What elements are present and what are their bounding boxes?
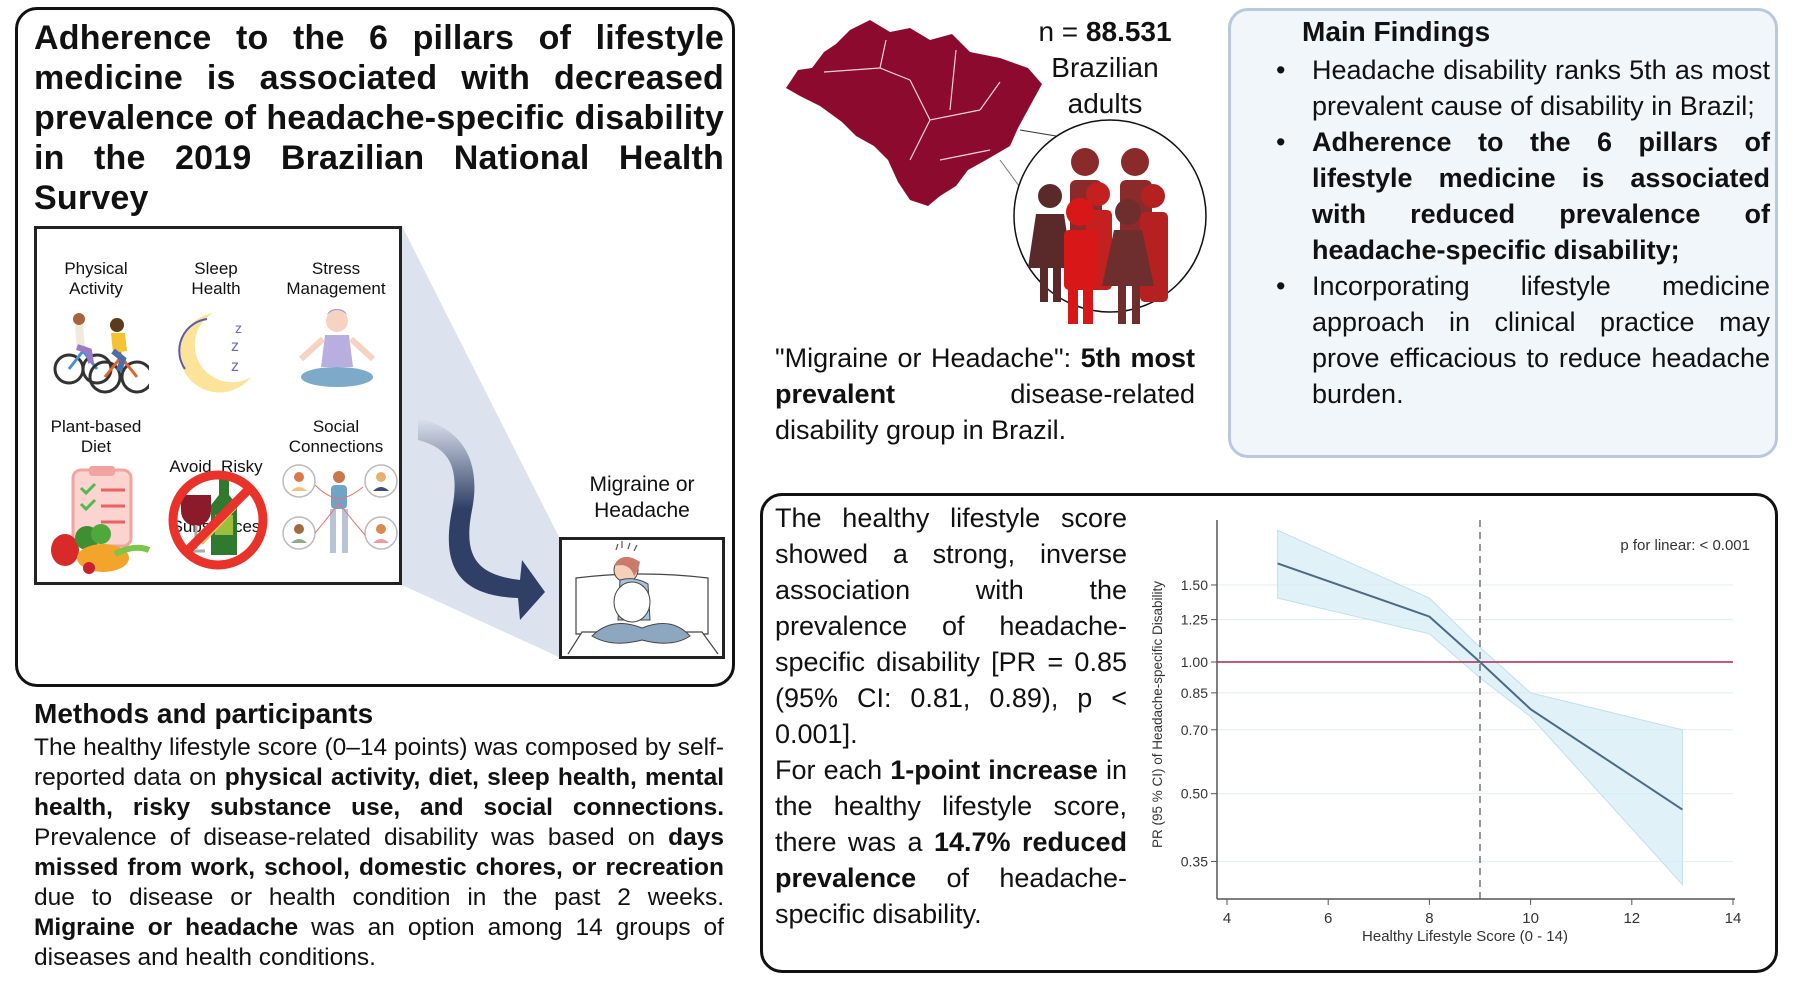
pillar-label: Stress: [311, 259, 361, 278]
pillar-label: Sleep: [194, 259, 238, 278]
methods-text-segment: due to disease or health condition in th…: [34, 884, 724, 911]
sample-size: n = 88.531 Brazilian adults: [1020, 14, 1190, 122]
finding-text: Incorporating lifestyle medicine approac…: [1312, 271, 1770, 409]
pillar-physical-activity: Physical Activity: [37, 259, 155, 299]
ranking-text-emphasis: 5th most prevalent: [775, 343, 1196, 409]
results-text-segment: of headache-specific disability.: [775, 863, 1127, 929]
x-tick-label: 12: [1623, 910, 1640, 927]
pillar-plant-based-diet: Plant-based Diet: [37, 417, 155, 457]
methods-text-emphasis: days missed from work, school, domestic …: [34, 824, 724, 881]
y-tick-label: 0.70: [1181, 722, 1208, 738]
results-panel: [760, 493, 1778, 973]
y-tick-label: 1.50: [1181, 577, 1208, 593]
meditation-icon: [298, 309, 376, 387]
pillar-label: Connections: [288, 437, 384, 456]
pillar-label: Plant-based: [50, 417, 142, 436]
migraine-panel: [559, 537, 725, 659]
pillar-label: Health: [191, 279, 241, 298]
finding-item: • Adherence to the 6 pillars of lifestyle…: [1262, 124, 1770, 268]
curved-arrow-icon: [418, 418, 545, 620]
results-text-segment: The healthy lifestyle score showed a str…: [775, 503, 1127, 749]
main-findings-title: Main Findings: [1302, 16, 1491, 47]
finding-text: Headache disability ranks 5th as most pr…: [1312, 55, 1770, 121]
sample-size-line: Brazilian: [1051, 52, 1159, 83]
sample-size-value: 88.531: [1085, 16, 1172, 47]
headache-person-icon: [567, 541, 719, 655]
ranking-text-segment: disease-related disability group in Braz…: [775, 379, 1195, 445]
bullet-icon: •: [1276, 55, 1286, 85]
y-tick-label: 0.35: [1181, 853, 1208, 869]
svg-text:z: z: [231, 358, 239, 375]
pillars-panel: Physical Activity Sleep Health Stress Ma…: [34, 226, 402, 585]
people-group-icon: [1028, 148, 1168, 324]
methods-text-segment: was an option among 14 groups of disease…: [34, 914, 724, 971]
bullet-icon: •: [1276, 127, 1286, 157]
sample-size-line: n = 88.531: [1020, 14, 1190, 50]
pillar-label: Social: [312, 417, 360, 436]
pillar-label: Diet: [80, 437, 112, 456]
x-tick-label: 10: [1522, 910, 1539, 927]
pillar-label: Avoid Risky: [169, 457, 263, 476]
pr-chart: 0.35 0.50 0.70 0.85 1.00 1.25 1.50 4 6 8 10 12 14 p …: [1150, 520, 1750, 945]
sample-size-prefix: n =: [1038, 16, 1086, 47]
ci-band-layer: [1277, 529, 1683, 886]
projection-cone: [402, 226, 559, 657]
migraine-label: Migraine or Headache: [560, 472, 724, 524]
finding-text: Adherence to the 6 pillars of lifestyle …: [1312, 127, 1770, 265]
results-text-emphasis: 1-point increase: [890, 755, 1098, 785]
methods-text-emphasis: Migraine or headache: [34, 914, 299, 941]
x-tick-label: 14: [1725, 910, 1742, 927]
migraine-label-line: Migraine or: [589, 473, 695, 496]
methods-text-emphasis: physical activity, diet, sleep health, m…: [34, 764, 724, 821]
ranking-text-segment: "Migraine or Headache":: [775, 343, 1081, 373]
finding-item: • Headache disability ranks 5th as most p…: [1262, 52, 1770, 124]
moon-sleep-icon: z z z: [178, 313, 251, 393]
brazil-map-icon: [786, 20, 1042, 206]
cyclists-icon: [53, 313, 149, 394]
pillar-social-connections: Social Connections: [277, 417, 395, 457]
x-tick-label: 8: [1425, 910, 1433, 927]
pillar-label: Physical: [64, 259, 128, 278]
results-text-segment: in the healthy lifestyle score, there wa…: [775, 755, 1127, 857]
results-text-emphasis: 14.7% reduced prevalence: [775, 827, 1128, 893]
svg-text:z: z: [235, 320, 242, 336]
methods-text: The healthy lifestyle score (0–14 points…: [34, 733, 724, 973]
pillar-avoid-risky-substances: Avoid Risky Substances: [157, 417, 275, 577]
y-tick-label: 1.00: [1181, 654, 1208, 670]
y-tick-label: 1.25: [1181, 612, 1208, 628]
no-alcohol-tobacco-icon: [168, 470, 268, 570]
social-network-icon: [282, 464, 398, 553]
pr-line-layer: [1277, 562, 1683, 811]
brazil-map-illustration: [786, 20, 1207, 324]
y-tick-label: 0.85: [1181, 685, 1208, 701]
migraine-ranking-text: "Migraine or Headache": 5th most prevale…: [775, 340, 1195, 448]
ci-band: [1277, 529, 1683, 886]
results-text-segment: For each: [775, 755, 891, 785]
title-panel: [15, 7, 735, 687]
pillar-stress-management: Stress Management: [277, 259, 395, 299]
results-text: The healthy lifestyle score showed a str…: [775, 500, 1127, 932]
bullet-icon: •: [1276, 271, 1286, 301]
main-findings-list: • Headache disability ranks 5th as most p…: [1262, 52, 1770, 412]
y-tick-label: 0.50: [1181, 786, 1208, 802]
pillar-label: Activity: [69, 279, 123, 298]
vegetables-checklist-icon: [51, 466, 151, 574]
chart-axes: 0.35 0.50 0.70 0.85 1.00 1.25 1.50 4 6 8 10 12 14: [1181, 520, 1742, 927]
svg-text:z: z: [231, 338, 239, 355]
main-findings-panel: [1228, 8, 1778, 458]
migraine-label-line: Headache: [594, 499, 690, 522]
methods-text-segment: Prevalence of disease-related disability…: [34, 824, 669, 851]
y-axis-label: PR (95 % CI) of Headache-specific Disabi…: [1150, 581, 1165, 848]
p-linear-annotation: p for linear: < 0.001: [1620, 537, 1750, 554]
x-tick-label: 4: [1223, 910, 1231, 927]
finding-item: • Incorporating lifestyle medicine approa…: [1262, 268, 1770, 412]
page-title: Adherence to the 6 pillars of lifestyle …: [34, 19, 724, 217]
methods-text-segment: The healthy lifestyle score (0–14 points…: [34, 734, 724, 791]
methods-title: Methods and participants: [34, 698, 374, 729]
pillar-label: Management: [286, 279, 386, 298]
sample-size-line: adults: [1067, 88, 1143, 119]
pillar-sleep-health: Sleep Health: [157, 259, 275, 299]
x-tick-label: 6: [1324, 910, 1332, 927]
x-axis-label: Healthy Lifestyle Score (0 - 14): [1362, 928, 1568, 945]
